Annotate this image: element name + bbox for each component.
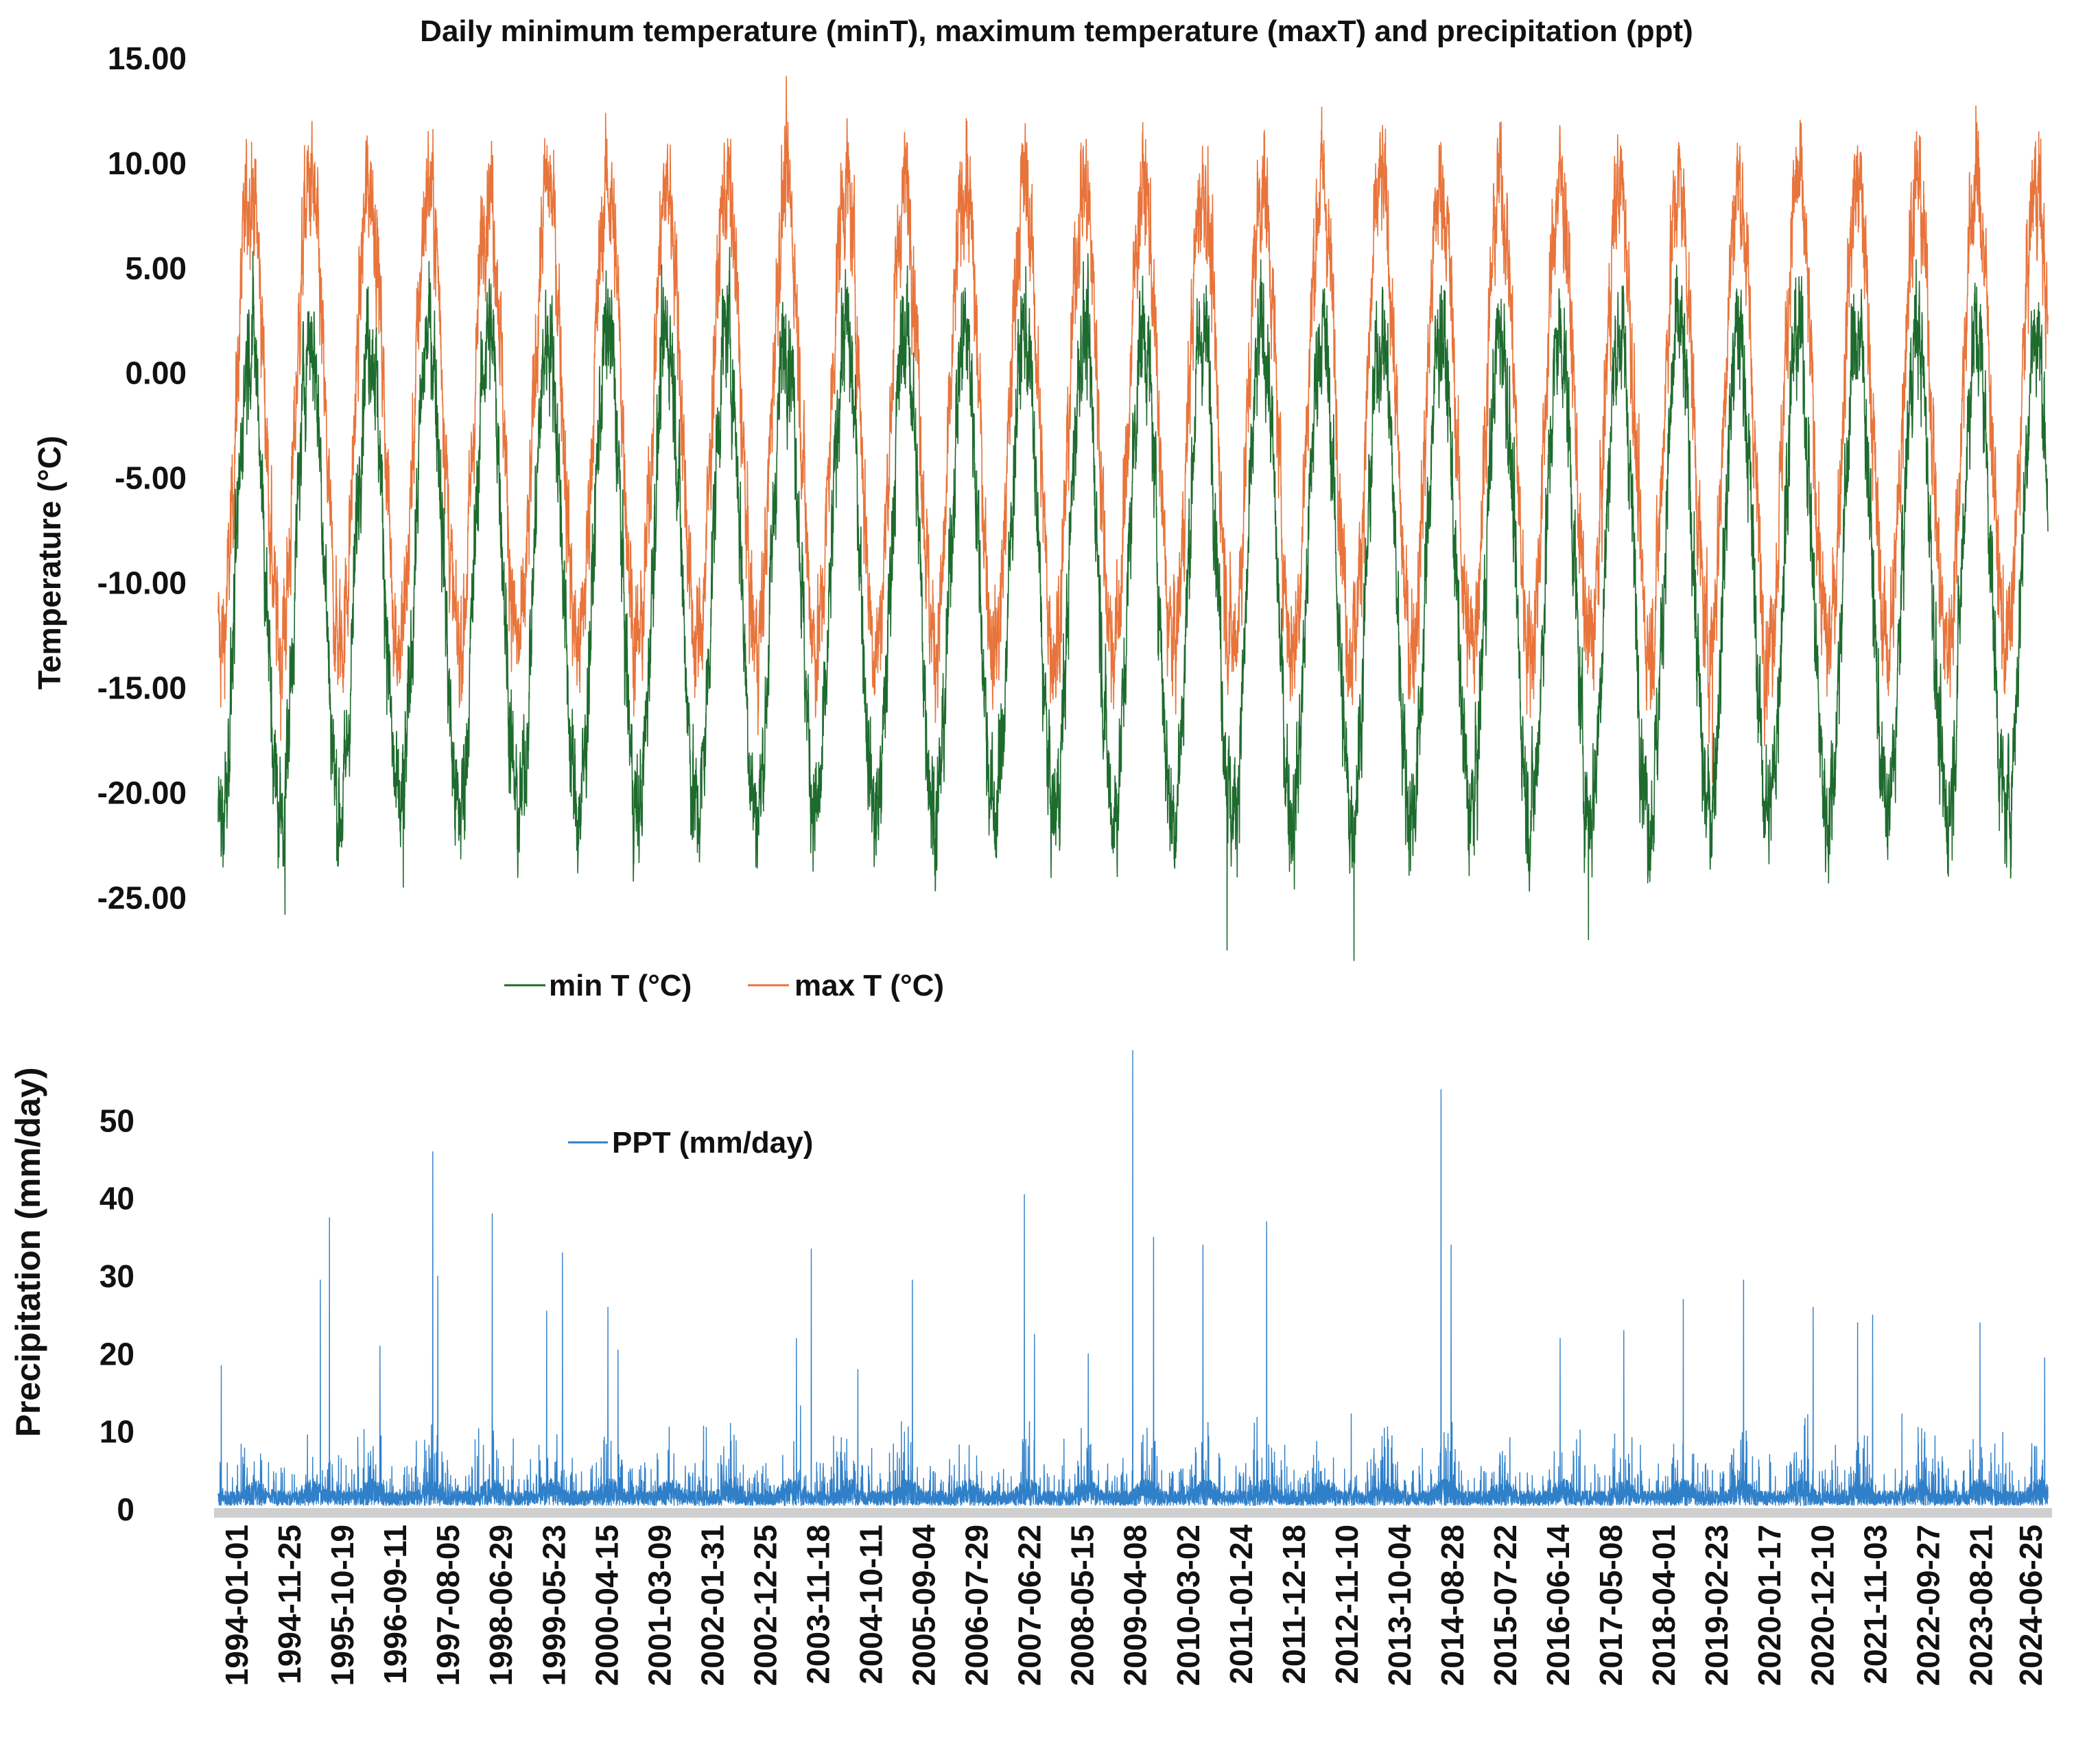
x-tick-label: 1994-01-01 (219, 1525, 255, 1686)
x-tick-label: 2007-06-22 (1012, 1525, 1048, 1686)
x-tick-label: 2016-06-14 (1540, 1525, 1576, 1686)
temperature-tick-label: -5.00 (115, 460, 187, 496)
x-tick-label: 2011-12-18 (1276, 1525, 1312, 1684)
x-tick-label: 2004-10-11 (853, 1525, 889, 1684)
precipitation-tick-label: 40 (99, 1181, 134, 1216)
x-tick-label: 2000-04-15 (589, 1525, 624, 1686)
precipitation-tick-label: 10 (99, 1414, 134, 1450)
temperature-tick-label: -25.00 (97, 880, 187, 915)
x-tick-label: 2018-04-01 (1646, 1525, 1682, 1686)
max-t-line (217, 75, 2049, 783)
x-tick-label: 1995-10-19 (325, 1525, 360, 1686)
x-tick-label: 2014-08-28 (1435, 1525, 1470, 1686)
temperature-legend: min T (°C) max T (°C) (504, 969, 944, 1002)
x-tick-label: 2020-12-10 (1804, 1525, 1840, 1686)
temperature-y-ticks: 15.00 10.00 5.00 0.00 -5.00 -10.00 -15.00 -20.0… (97, 40, 187, 915)
x-tick-label: 2017-05-08 (1593, 1525, 1629, 1686)
temperature-axis-label: Temperature (°C) (32, 436, 67, 690)
precipitation-tick-label: 20 (99, 1336, 134, 1372)
x-tick-label: 1996-09-11 (377, 1525, 413, 1684)
min-t-line (217, 246, 2049, 961)
precipitation-tick-label: 30 (99, 1258, 134, 1294)
legend-label-min-t: min T (°C) (549, 969, 692, 1002)
temperature-tick-label: 5.00 (125, 250, 187, 286)
x-tick-label: 2008-05-15 (1065, 1525, 1100, 1686)
x-tick-label: 2012-11-10 (1329, 1525, 1365, 1684)
temperature-series (217, 75, 2049, 961)
x-tick-label: 2023-08-21 (1963, 1525, 1999, 1686)
x-tick-label: 2006-07-29 (959, 1525, 995, 1686)
x-tick-label: 2015-07-22 (1487, 1525, 1523, 1686)
x-tick-label: 2024-06-25 (2013, 1525, 2049, 1686)
x-tick-label: 2020-01-17 (1752, 1525, 1787, 1686)
x-tick-label: 1997-08-05 (430, 1525, 466, 1686)
ppt-line (217, 1050, 2049, 1507)
x-tick-label: 1999-05-23 (536, 1525, 571, 1686)
temperature-tick-label: -15.00 (97, 670, 187, 705)
temperature-tick-label: 15.00 (108, 40, 187, 76)
x-tick-label: 2009-04-08 (1118, 1525, 1153, 1686)
temperature-tick-label: -20.00 (97, 775, 187, 810)
x-tick-label: 1994-11-25 (272, 1525, 307, 1684)
x-tick-label: 2013-10-04 (1382, 1525, 1417, 1686)
x-tick-label: 2003-11-18 (801, 1525, 836, 1684)
x-tick-label: 2002-12-25 (747, 1525, 783, 1686)
precipitation-axis-label: Precipitation (mm/day) (9, 1068, 47, 1437)
temperature-tick-label: 10.00 (108, 145, 187, 181)
x-tick-label: 2002-01-31 (694, 1525, 730, 1686)
x-tick-label: 1998-06-29 (483, 1525, 519, 1686)
x-tick-label: 2010-03-02 (1170, 1525, 1206, 1686)
precipitation-baseline (214, 1508, 2052, 1518)
x-tick-label: 2001-03-09 (641, 1525, 677, 1686)
x-tick-label: 2022-09-27 (1910, 1525, 1946, 1686)
precipitation-y-ticks: 50 40 30 20 10 0 (99, 1103, 134, 1527)
x-tick-label: 2005-09-04 (906, 1525, 942, 1686)
x-tick-label: 2011-01-24 (1223, 1525, 1259, 1684)
precipitation-legend: PPT (mm/day) (568, 1126, 813, 1160)
precipitation-tick-label: 50 (99, 1103, 134, 1138)
x-tick-label: 2021-11-03 (1857, 1525, 1893, 1684)
precipitation-tick-label: 0 (117, 1492, 134, 1527)
chart-title: Daily minimum temperature (minT), maximu… (420, 14, 1693, 48)
x-tick-label: 2019-02-23 (1699, 1525, 1734, 1686)
date-x-ticks: 1994-01-01 1994-11-25 1995-10-19 1996-09-11… (219, 1525, 2049, 1686)
legend-label-max-t: max T (°C) (794, 969, 944, 1002)
legend-label-ppt: PPT (mm/day) (612, 1126, 813, 1160)
temperature-tick-label: -10.00 (97, 565, 187, 601)
temperature-tick-label: 0.00 (125, 355, 187, 391)
precipitation-series (214, 1050, 2052, 1518)
